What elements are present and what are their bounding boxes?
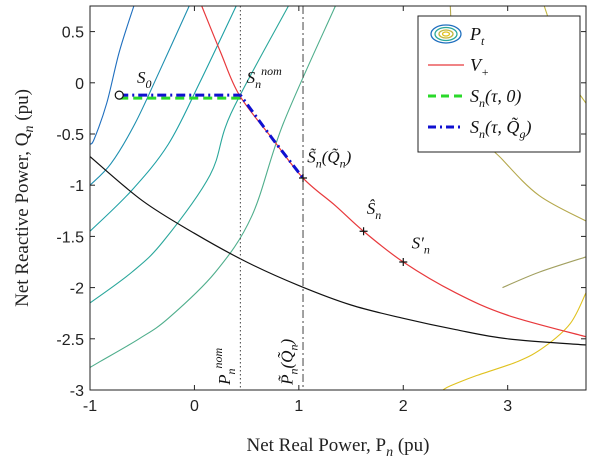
y-ticks: 0.5 0 -0.5 -1 -1.5 -2 -2.5 -3 <box>56 25 586 400</box>
label-sub: n <box>255 77 261 91</box>
legend-label-4: Sn(τ, Q̃g) <box>470 117 531 141</box>
label-main: P <box>469 24 481 44</box>
legend-contour-ring <box>438 29 454 39</box>
axis-label-main: Net Real Power, P <box>246 435 386 456</box>
vlines-group <box>239 6 304 390</box>
annotation-sn-qn: S̃n(Q̃n) <box>307 148 351 171</box>
legend-label-2: V+ <box>470 55 489 79</box>
annotation-snnom: Snnom <box>247 64 283 91</box>
contour-line-5 <box>90 6 336 368</box>
label-sub: n <box>287 368 301 374</box>
marker-circle-1 <box>114 90 124 100</box>
y-tick-label: 0 <box>75 76 84 93</box>
x-tick-label: 1 <box>294 398 303 415</box>
label-main: S′ <box>412 234 425 253</box>
y-tick-label: -0.5 <box>56 127 84 144</box>
label-tail: (τ, 0) <box>485 86 521 107</box>
legend-label-1: Pt <box>469 24 485 48</box>
contour-line-3 <box>90 6 237 232</box>
black-boundary-curve <box>90 156 586 346</box>
label-main: S <box>470 86 479 106</box>
legend: PtV+Sn(τ, 0)Sn(τ, Q̃g) <box>417 15 581 153</box>
x-tick-label: 0 <box>190 398 199 415</box>
label-sub: + <box>481 65 489 79</box>
annotation-s0: S0 <box>137 68 152 91</box>
label-main: Ŝ <box>367 199 376 218</box>
label-main: P̃ <box>278 374 297 385</box>
y-tick-label: -2.5 <box>56 332 84 349</box>
label-sub: 0 <box>145 77 151 91</box>
label-main: S <box>247 68 256 87</box>
x-tick-label: 2 <box>399 398 408 415</box>
markers-group <box>114 90 408 266</box>
annotation-sn-hat: Ŝn <box>367 199 382 222</box>
axis-label-sub: n <box>22 126 37 133</box>
y-tick-label: -3 <box>70 383 84 400</box>
label-main: S̃ <box>307 148 316 167</box>
label-main: P <box>215 374 234 385</box>
label-tail-sub: n <box>287 345 301 351</box>
x-axis-label: Net Real Power, Pn (pu) <box>246 435 429 460</box>
y-tick-label: -1.5 <box>56 229 84 246</box>
label-tail: (Q̃ <box>278 351 297 369</box>
v-plus-curve <box>201 6 586 338</box>
legend-label-3: Sn(τ, 0) <box>470 86 521 110</box>
label-tail-end: ) <box>345 148 352 167</box>
annotation-sn-prime: S′n <box>412 234 430 257</box>
marker-plus-4 <box>399 258 408 266</box>
label-sub: n <box>375 208 381 222</box>
label-tail-end: ) <box>524 117 531 138</box>
label-tail: (Q̃ <box>322 148 340 167</box>
label-main: V <box>470 55 483 75</box>
marker-plus-2 <box>299 174 308 183</box>
contour-line-4 <box>90 6 289 304</box>
axis-label-unit: (pu) <box>393 435 429 456</box>
label-tail-end: ) <box>278 339 297 346</box>
y-axis-label: Net Reactive Power, Qn (pu) <box>12 89 37 307</box>
label-sub: n <box>224 368 238 374</box>
s-tau-q-line <box>119 93 305 179</box>
y-tick-label: -1 <box>70 178 84 195</box>
y-tick-label: -2 <box>70 281 84 298</box>
x-ticks: -1 0 1 2 3 <box>83 6 512 415</box>
legend-contour-ring <box>434 26 458 42</box>
x-tick-label: -1 <box>83 398 97 415</box>
label-tail-sub: n <box>340 157 346 171</box>
axis-label-unit: (pu) <box>12 89 33 125</box>
marker-plus-3 <box>359 227 368 236</box>
label-sub: n <box>424 243 430 257</box>
plot-frame <box>89 5 587 391</box>
contour-line-9 <box>442 292 586 390</box>
y-tick-label: 0.5 <box>62 25 84 42</box>
label-sub: n <box>316 157 322 171</box>
label-tail-sub: g <box>519 127 525 141</box>
annotation-pn-qn: P̃n(Q̃n) <box>278 339 301 386</box>
axis-label-main: Net Reactive Power, Q <box>12 132 33 307</box>
label-sub: n <box>479 96 485 110</box>
label-sup: nom <box>211 347 225 368</box>
label-main: S <box>137 68 146 87</box>
annotation-pnnom: Pnnom <box>211 347 238 385</box>
legend-contour-ring <box>430 24 462 44</box>
legend-contour-ring <box>441 31 451 37</box>
curves-group <box>90 6 586 346</box>
label-sub: n <box>479 127 485 141</box>
label-main: S <box>470 117 479 137</box>
contour-line-8 <box>502 256 586 289</box>
contour-line-1 <box>90 6 135 145</box>
contour-line-2 <box>90 6 190 186</box>
label-tail: (τ, Q̃ <box>485 117 519 138</box>
label-sup: nom <box>261 64 282 78</box>
label-sub: t <box>481 34 485 48</box>
x-tick-label: 3 <box>503 398 512 415</box>
axis-label-sub: n <box>386 445 393 460</box>
legend-box <box>417 15 581 153</box>
